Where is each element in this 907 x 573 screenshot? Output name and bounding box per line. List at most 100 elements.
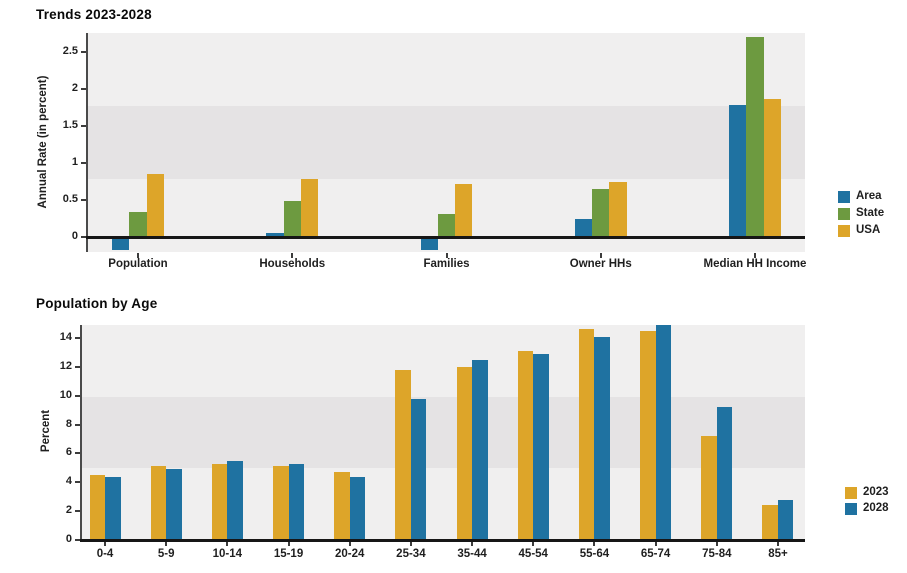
bar-2028 bbox=[105, 476, 121, 540]
bar-2028 bbox=[594, 336, 610, 540]
trends-chart-title: Trends 2023-2028 bbox=[36, 7, 152, 22]
x-axis-tick bbox=[471, 541, 474, 546]
legend-label: 2028 bbox=[863, 502, 889, 514]
bar-Area bbox=[112, 237, 130, 250]
y-axis-tick-label: 0 bbox=[65, 533, 72, 545]
bar-2023 bbox=[150, 466, 167, 540]
bar-Area bbox=[574, 219, 593, 237]
plot-band bbox=[88, 106, 805, 179]
bar-State bbox=[129, 211, 147, 237]
bar-2028 bbox=[472, 359, 488, 540]
x-axis-tick bbox=[754, 253, 756, 258]
y-axis-tick-label: 2 bbox=[65, 504, 72, 517]
x-axis-tick bbox=[165, 541, 168, 546]
y-axis-tick-label: 0.5 bbox=[62, 193, 78, 205]
x-axis-tick bbox=[593, 541, 596, 546]
y-axis-tick bbox=[81, 162, 86, 164]
bar-2028 bbox=[349, 476, 366, 540]
x-axis-category-label: 65-74 bbox=[640, 548, 671, 560]
x-axis-tick bbox=[776, 541, 779, 546]
x-axis-tick bbox=[226, 541, 229, 546]
legend-swatch-2028 bbox=[845, 503, 857, 515]
trends-y-axis-title: Annual Rate (in percent) bbox=[37, 75, 49, 209]
x-axis-category-label: 5-9 bbox=[157, 548, 175, 560]
x-axis-tick bbox=[348, 541, 351, 546]
x-axis-category-label: 10-14 bbox=[212, 548, 243, 560]
bar-State bbox=[283, 200, 301, 237]
bar-2028 bbox=[227, 460, 243, 540]
x-axis-zero-line bbox=[80, 538, 805, 542]
legend-label: Area bbox=[856, 190, 882, 202]
legend-swatch-2023 bbox=[845, 487, 857, 499]
bar-2028 bbox=[655, 325, 672, 540]
x-axis-category-label: 25-34 bbox=[396, 548, 426, 560]
x-axis-category-label: Median HH Income bbox=[703, 258, 807, 270]
bar-2023 bbox=[762, 505, 778, 540]
bar-State bbox=[592, 188, 610, 237]
y-axis-tick-label: 2.5 bbox=[62, 45, 78, 57]
x-axis-tick bbox=[291, 253, 294, 258]
x-axis-category-label: 20-24 bbox=[335, 548, 365, 560]
y-axis-line bbox=[80, 325, 82, 540]
bar-2023 bbox=[395, 369, 411, 540]
bar-State bbox=[437, 214, 456, 237]
y-axis-tick bbox=[81, 236, 86, 238]
bar-State bbox=[746, 37, 764, 237]
bar-2023 bbox=[701, 436, 717, 540]
y-axis-tick-label: 4 bbox=[65, 475, 72, 488]
x-axis-category-label: 55-64 bbox=[579, 548, 610, 560]
x-axis-category-label: Owner HHs bbox=[569, 258, 632, 270]
bar-2028 bbox=[288, 463, 305, 540]
x-axis-category-label: Families bbox=[423, 258, 470, 270]
x-axis-tick bbox=[137, 253, 139, 258]
bar-2023 bbox=[456, 366, 473, 540]
x-axis-category-label: 75-84 bbox=[702, 548, 732, 560]
y-axis-tick bbox=[75, 423, 80, 426]
bar-2028 bbox=[166, 469, 182, 540]
legend-label: USA bbox=[856, 224, 881, 236]
x-axis-category-label: Population bbox=[108, 258, 168, 270]
y-axis-tick-label: 1 bbox=[71, 156, 78, 168]
bar-USA bbox=[609, 182, 627, 237]
y-axis-tick bbox=[75, 452, 80, 455]
legend-label: State bbox=[856, 207, 885, 219]
x-axis-tick bbox=[409, 541, 412, 546]
x-axis-tick bbox=[654, 541, 657, 546]
x-axis-category-label: 85+ bbox=[768, 548, 788, 560]
plot-band bbox=[82, 468, 805, 540]
y-axis-line bbox=[86, 33, 88, 252]
y-axis-tick bbox=[81, 51, 86, 53]
bar-2023 bbox=[517, 351, 534, 540]
x-axis-tick bbox=[715, 541, 718, 546]
y-axis-tick-label: 12 bbox=[59, 359, 72, 372]
legend-swatch-USA bbox=[838, 225, 850, 237]
y-axis-tick-label: 0 bbox=[71, 230, 78, 242]
bar-2028 bbox=[777, 499, 794, 540]
bar-Area bbox=[266, 233, 284, 237]
plot-band bbox=[82, 325, 805, 397]
bar-2023 bbox=[578, 329, 595, 540]
bar-2023 bbox=[89, 475, 105, 540]
x-axis-tick bbox=[532, 541, 535, 546]
y-axis-tick-label: 10 bbox=[59, 388, 72, 401]
bar-USA bbox=[300, 179, 319, 237]
plot-band bbox=[88, 33, 805, 106]
x-axis-tick bbox=[599, 253, 602, 258]
y-axis-tick-label: 8 bbox=[65, 417, 72, 430]
bar-Area bbox=[729, 105, 747, 237]
legend-swatch-State bbox=[838, 208, 850, 220]
x-axis-category-label: Households bbox=[259, 258, 326, 270]
x-axis-category-label: 15-19 bbox=[273, 548, 304, 560]
y-axis-tick bbox=[81, 88, 86, 90]
bar-2023 bbox=[273, 466, 289, 540]
bar-2028 bbox=[716, 407, 733, 540]
x-axis-tick bbox=[445, 253, 448, 258]
bar-2023 bbox=[334, 472, 350, 540]
y-axis-tick bbox=[75, 365, 80, 368]
x-axis-tick bbox=[287, 541, 290, 546]
bar-USA bbox=[146, 174, 164, 237]
bar-2028 bbox=[410, 398, 427, 540]
bar-2028 bbox=[533, 353, 549, 540]
x-axis-category-label: 35-44 bbox=[457, 548, 487, 560]
